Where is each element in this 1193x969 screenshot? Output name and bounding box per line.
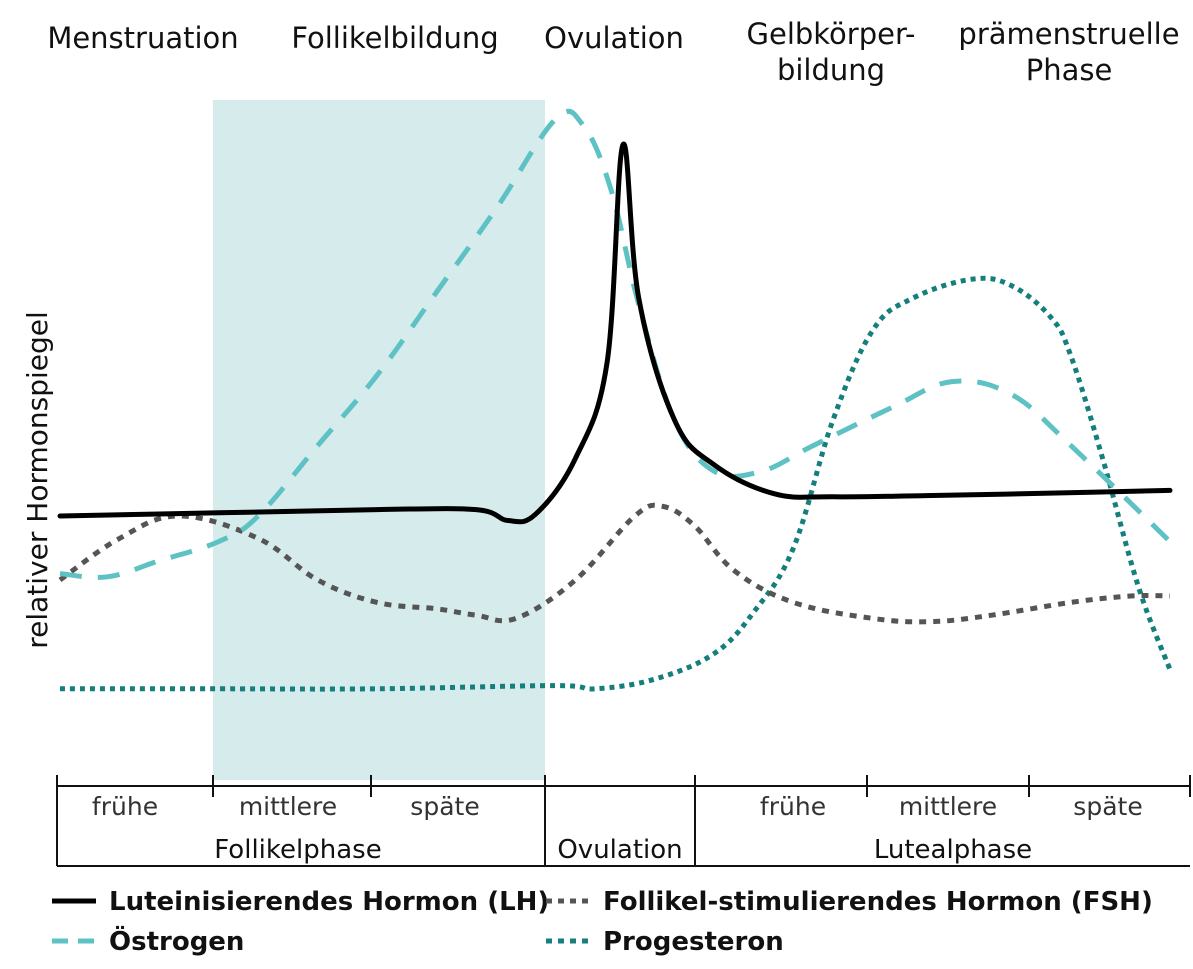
sub-phase-label: frühe bbox=[92, 792, 158, 821]
follicle-highlight-band bbox=[213, 100, 545, 780]
phase-top-label: Gelbkörper-bildung bbox=[747, 17, 916, 87]
series-line-fsh bbox=[58, 502, 1171, 625]
phase-top-label: Follikelbildung bbox=[291, 21, 498, 55]
sub-phase-label: frühe bbox=[760, 792, 826, 821]
sub-phase-label: mittlere bbox=[899, 792, 997, 821]
series-line-estrogen bbox=[59, 108, 1172, 580]
sub-phase-label: mittlere bbox=[239, 792, 337, 821]
phase-table: frühe mittlere späte frühe mittlere späte Foll… bbox=[56, 775, 1191, 867]
phase-top-label: Ovulation bbox=[544, 21, 684, 55]
legend-label-lh: Luteinisierendes Hormon (LH) bbox=[109, 887, 549, 917]
sub-phase-label: späte bbox=[410, 792, 479, 821]
y-axis-label: relativer Hormonspiegel bbox=[21, 311, 54, 649]
legend-label-progesterone: Progesteron bbox=[603, 927, 784, 957]
main-phase-label: Follikelphase bbox=[214, 835, 381, 865]
sub-phase-label: späte bbox=[1073, 792, 1142, 821]
series-layer bbox=[57, 108, 1173, 692]
phase-top-label: Menstruation bbox=[47, 21, 238, 55]
series-line-progesterone bbox=[60, 275, 1173, 692]
top-phase-labels: Menstruation Follikelbildung Ovulation Gelb… bbox=[47, 17, 1179, 87]
phase-top-label: prämenstruelle Phase bbox=[958, 17, 1179, 87]
legend-label-fsh: Follikel-stimulierendes Hormon (FSH) bbox=[603, 887, 1153, 917]
series-line-lh bbox=[57, 141, 1173, 525]
main-phase-label: Lutealphase bbox=[874, 835, 1032, 865]
main-phase-label: Ovulation bbox=[557, 835, 682, 865]
legend-label-estrogen: Östrogen bbox=[109, 924, 244, 957]
legend: Luteinisierendes Hormon (LH) Östrogen Foll… bbox=[52, 887, 1153, 957]
